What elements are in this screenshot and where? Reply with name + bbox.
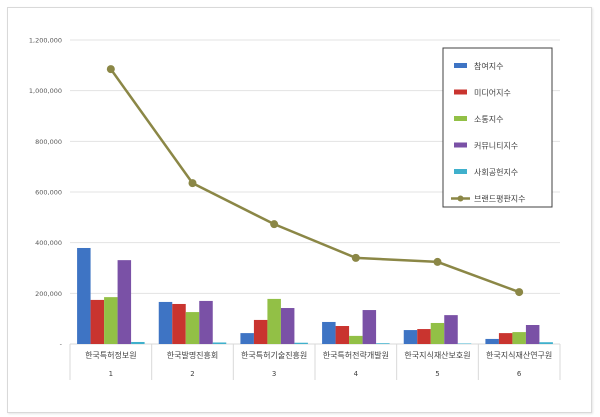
x-category-label: 한국특허정보원 bbox=[85, 350, 137, 360]
x-rank-label: 1 bbox=[109, 370, 113, 378]
line-series bbox=[109, 68, 520, 294]
legend-swatch bbox=[454, 142, 467, 148]
legend-label: 소통지수 bbox=[474, 115, 503, 124]
y-tick-label: - bbox=[60, 341, 63, 349]
y-tick-label: 600,000 bbox=[35, 189, 62, 197]
legend-swatch bbox=[454, 89, 467, 95]
x-category-label: 한국특허기술진흥원 bbox=[241, 350, 307, 360]
y-tick-label: 800,000 bbox=[35, 138, 62, 146]
x-category-label: 한국지식재산보호원 bbox=[404, 350, 470, 360]
line-point-0 bbox=[106, 65, 115, 74]
x-rank-label: 6 bbox=[517, 370, 522, 378]
legend-box bbox=[442, 47, 553, 208]
bar-1-4 bbox=[417, 329, 431, 344]
bar-0-0 bbox=[77, 247, 91, 344]
legend-swatch bbox=[454, 63, 467, 68]
bar-4-2 bbox=[294, 342, 308, 344]
line-point-4 bbox=[433, 257, 442, 266]
legend-label: 참여지수 bbox=[474, 61, 503, 71]
bar-4-3 bbox=[376, 343, 390, 344]
bar-3-0 bbox=[117, 260, 132, 344]
bar-1-3 bbox=[335, 326, 350, 344]
bar-4-4 bbox=[457, 343, 472, 344]
x-category-label: 한국지식재산연구원 bbox=[486, 350, 552, 360]
bar-1-0 bbox=[90, 299, 105, 344]
bar-2-1 bbox=[185, 312, 200, 344]
x-category-label: 한국특허전략개발원 bbox=[323, 350, 389, 360]
y-tick-label: 1,000,000 bbox=[29, 87, 62, 95]
x-rank-label: 2 bbox=[190, 370, 194, 378]
y-tick-label: 400,000 bbox=[35, 239, 62, 247]
bar-0-4 bbox=[403, 330, 418, 344]
bar-2-5 bbox=[512, 332, 526, 344]
bar-4-1 bbox=[212, 342, 227, 344]
y-tick-label: 1,200,000 bbox=[29, 37, 62, 45]
legend-marker bbox=[457, 195, 464, 202]
x-rank-label: 4 bbox=[354, 370, 359, 378]
bar-0-5 bbox=[485, 338, 499, 344]
bar-3-1 bbox=[199, 300, 213, 344]
x-category-label: 한국발명진흥회 bbox=[167, 350, 219, 360]
bar-3-2 bbox=[280, 308, 295, 344]
bar-4-5 bbox=[539, 342, 553, 344]
legend-label: 커뮤니티지수 bbox=[474, 141, 518, 151]
x-rank-label: 5 bbox=[435, 370, 439, 378]
bar-4-0 bbox=[131, 341, 145, 344]
legend-swatch bbox=[454, 169, 467, 174]
bar-0-3 bbox=[322, 321, 336, 344]
bar-1-1 bbox=[172, 303, 186, 344]
x-rank-label: 3 bbox=[272, 370, 276, 378]
line-point-3 bbox=[351, 253, 360, 262]
line-point-5 bbox=[515, 288, 524, 297]
bar-2-4 bbox=[430, 322, 445, 344]
line-point-1 bbox=[188, 179, 197, 188]
bar-1-2 bbox=[253, 319, 268, 344]
bar-0-2 bbox=[240, 333, 254, 344]
legend-label: 브랜드평판지수 bbox=[474, 194, 526, 204]
bar-2-2 bbox=[267, 298, 281, 344]
line-point-2 bbox=[270, 220, 279, 229]
bar-1-5 bbox=[498, 333, 513, 344]
bar-3-4 bbox=[444, 315, 458, 344]
y-tick-label: 200,000 bbox=[35, 290, 62, 298]
bar-2-0 bbox=[104, 297, 118, 344]
bar-3-3 bbox=[362, 310, 377, 344]
legend-label: 사회공헌지수 bbox=[474, 168, 518, 177]
bar-3-5 bbox=[525, 325, 540, 344]
bar-2-3 bbox=[349, 335, 363, 344]
legend-label: 미디어지수 bbox=[474, 88, 511, 98]
legend-swatch bbox=[454, 116, 467, 121]
bar-0-1 bbox=[158, 301, 173, 344]
